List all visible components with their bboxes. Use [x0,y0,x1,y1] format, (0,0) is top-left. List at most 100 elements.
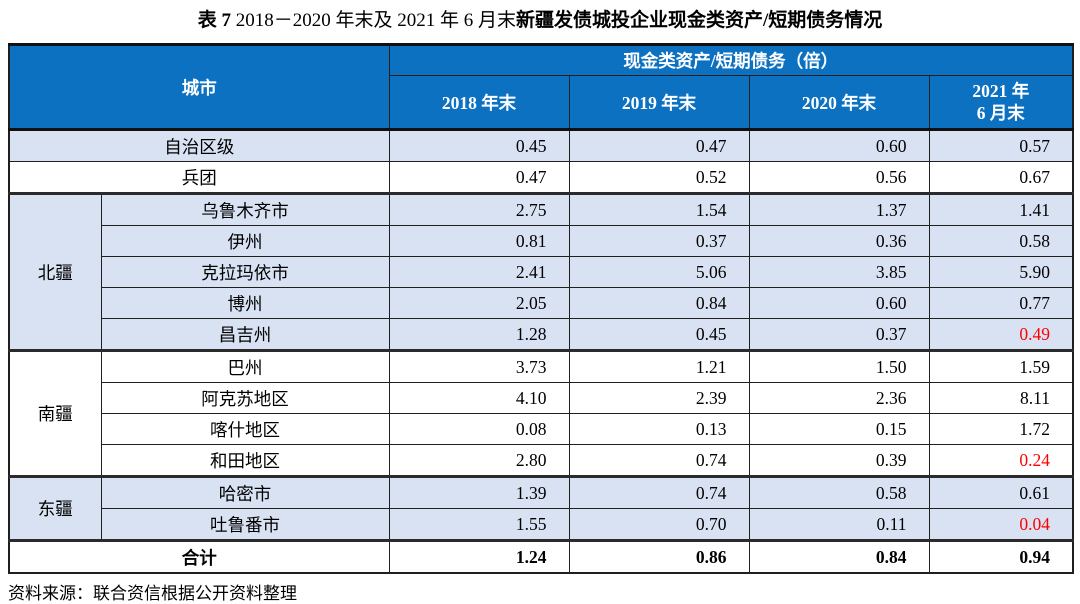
table-row-changji: 昌吉州 1.28 0.45 0.37 0.49 [9,318,1074,351]
value-cell: 5.06 [568,256,750,288]
table-row-aksu: 阿克苏地区 4.10 2.39 2.36 8.11 [9,382,1074,414]
value-cell: 0.13 [568,413,750,445]
table-row-kashgar: 喀什地区 0.08 0.13 0.15 1.72 [9,413,1074,445]
value-cell: 5.90 [928,256,1074,288]
value-cell: 2.75 [388,192,570,226]
value-cell: 3.85 [748,256,930,288]
city-cell: 自治区级 [8,129,390,162]
value-cell: 0.11 [748,508,930,541]
value-cell: 0.81 [388,225,570,257]
value-cell: 2.05 [388,287,570,319]
value-cell: 1.28 [388,318,570,351]
value-cell: 2.39 [568,382,750,414]
table-body: 自治区级 0.45 0.47 0.60 0.57 兵团 0.47 0.52 0.… [8,129,1074,574]
value-cell: 1.39 [388,475,570,509]
value-cell: 2.80 [388,444,570,477]
value-cell: 4.10 [388,382,570,414]
city-cell: 阿克苏地区 [100,382,390,414]
value-cell: 0.47 [388,161,570,194]
total-value-cell: 1.24 [388,539,570,574]
value-cell: 2.41 [388,256,570,288]
title-table-number: 表 7 [197,10,231,31]
city-cell: 克拉玛依市 [100,256,390,288]
value-cell: 0.61 [928,475,1074,509]
value-cell: 0.67 [928,161,1074,194]
value-cell: 0.84 [568,287,750,319]
cash-to-debt-table: 城市 现金类资产/短期债务（倍） 2018 年末 2019 年末 2020 年末… [8,43,1074,574]
value-cell-highlighted: 0.49 [928,318,1074,351]
region-cell-east: 东疆 [8,475,102,541]
region-cell-south: 南疆 [8,349,102,477]
value-cell: 1.41 [928,192,1074,226]
total-label-cell: 合计 [8,539,390,574]
value-cell: 0.58 [928,225,1074,257]
header-city: 城市 [8,43,390,131]
header-period-2018: 2018 年末 [388,75,570,131]
value-cell: 3.73 [388,349,570,383]
city-cell: 巴州 [100,349,390,383]
value-cell: 0.52 [568,161,750,194]
table-row-hami: 东疆 哈密市 1.39 0.74 0.58 0.61 [8,475,1074,541]
city-cell: 伊州 [100,225,390,257]
value-cell: 0.60 [748,287,930,319]
table-row-total: 合计 1.24 0.86 0.84 0.94 [8,539,1074,574]
value-cell: 0.37 [568,225,750,257]
city-cell: 昌吉州 [100,318,390,351]
city-cell: 哈密市 [100,475,390,509]
table-row-turpan: 吐鲁番市 1.55 0.70 0.11 0.04 [9,508,1074,541]
title-subject-text: 新疆发债城投企业现金类资产/短期债务情况 [516,10,883,31]
source-note: 资料来源：联合资信根据公开资料整理 [8,584,297,603]
value-cell: 1.55 [388,508,570,541]
value-cell: 0.47 [568,129,750,162]
value-cell: 1.59 [928,349,1074,383]
total-value-cell: 0.94 [928,539,1074,574]
value-cell: 0.39 [748,444,930,477]
table-header: 城市 现金类资产/短期债务（倍） 2018 年末 2019 年末 2020 年末… [8,43,1074,131]
value-cell: 0.74 [568,475,750,509]
value-cell: 0.08 [388,413,570,445]
header-period-2019: 2019 年末 [568,75,750,131]
value-cell-highlighted: 0.24 [928,444,1074,477]
value-cell: 0.74 [568,444,750,477]
table-row-yizhou: 伊州 0.81 0.37 0.36 0.58 [9,225,1074,257]
value-cell: 0.58 [748,475,930,509]
total-value-cell: 0.84 [748,539,930,574]
header-row-periods: 2018 年末 2019 年末 2020 年末 2021 年 6 月末 [9,75,1074,131]
page-title: 表 7 2018－2020 年末及 2021 年 6 月末新疆发债城投企业现金类… [8,8,1072,34]
value-cell: 0.56 [748,161,930,194]
value-cell: 0.37 [748,318,930,351]
value-cell: 0.15 [748,413,930,445]
value-cell: 0.57 [928,129,1074,162]
city-cell: 和田地区 [100,444,390,477]
city-cell: 兵团 [8,161,390,194]
table-row-bozhou: 博州 2.05 0.84 0.60 0.77 [9,287,1074,319]
table-row-urumqi: 北疆 乌鲁木齐市 2.75 1.54 1.37 1.41 [8,192,1074,351]
value-cell: 0.45 [568,318,750,351]
value-cell: 8.11 [928,382,1074,414]
table-row-hotan: 和田地区 2.80 0.74 0.39 0.24 [9,444,1074,477]
table-row-bingtuan: 兵团 0.47 0.52 0.56 0.67 [8,161,1074,194]
city-cell: 吐鲁番市 [100,508,390,541]
value-cell: 0.70 [568,508,750,541]
value-cell: 1.54 [568,192,750,226]
value-cell: 1.50 [748,349,930,383]
header-period-2021h1: 2021 年 6 月末 [928,75,1074,131]
city-cell: 乌鲁木齐市 [100,192,390,226]
city-cell: 喀什地区 [100,413,390,445]
header-metric-group: 现金类资产/短期债务（倍） [388,43,1074,76]
table-row-autonomous-region: 自治区级 0.45 0.47 0.60 0.57 [8,129,1074,162]
value-cell-highlighted: 0.04 [928,508,1074,541]
value-cell: 0.60 [748,129,930,162]
header-period-2021-line2: 6 月末 [976,103,1025,123]
header-row-metric: 城市 现金类资产/短期债务（倍） [8,43,1074,131]
value-cell: 1.21 [568,349,750,383]
city-cell: 博州 [100,287,390,319]
title-period-text: 2018－2020 年末及 2021 年 6 月末 [230,10,516,31]
value-cell: 0.45 [388,129,570,162]
value-cell: 0.77 [928,287,1074,319]
value-cell: 2.36 [748,382,930,414]
value-cell: 0.36 [748,225,930,257]
header-period-2020: 2020 年末 [748,75,930,131]
table-row-bazhou: 南疆 巴州 3.73 1.21 1.50 1.59 [8,349,1074,477]
